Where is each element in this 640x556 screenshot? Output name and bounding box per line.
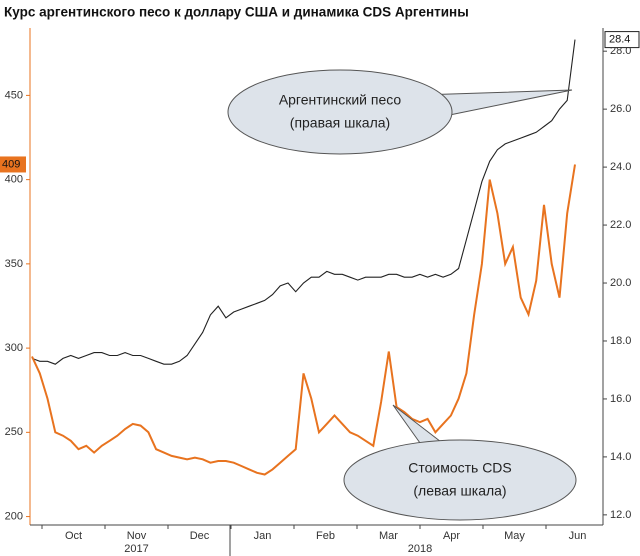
y2-tick-label: 18.0 <box>610 335 631 347</box>
annotation-text: (правая шкала) <box>290 115 390 131</box>
x-tick-label: Jun <box>569 530 587 542</box>
y2-tick-label: 12.0 <box>610 509 631 521</box>
x-tick-label: May <box>504 530 525 542</box>
callout-bubble <box>227 69 453 155</box>
x-tick-label: Mar <box>379 530 398 542</box>
series-line <box>31 164 576 476</box>
x-tick-label: Apr <box>443 530 460 542</box>
year-label: 2018 <box>408 543 432 555</box>
y2-tick-label: 20.0 <box>610 277 631 289</box>
annotation-text: Стоимость CDS <box>408 460 512 476</box>
last-value-label: 409 <box>2 158 20 170</box>
series-line <box>31 39 576 365</box>
y2-tick-label: 22.0 <box>610 219 631 231</box>
y-tick-label: 250 <box>5 426 23 438</box>
x-tick-label: Jan <box>254 530 272 542</box>
y2-tick-label: 24.0 <box>610 161 631 173</box>
x-tick-label: Dec <box>190 530 210 542</box>
chart-title: Курс аргентинского песо к доллару США и … <box>4 5 469 20</box>
annotation-text: Аргентинский песо <box>279 92 402 108</box>
y2-tick-label: 14.0 <box>610 451 631 463</box>
y-tick-label: 400 <box>5 174 23 186</box>
last-value-tag <box>0 156 26 173</box>
annotation-price: Аргентинский песо (правая шкала) <box>227 69 573 155</box>
y-tick-label: 450 <box>5 89 23 101</box>
year-label: 2017 <box>124 543 148 555</box>
last-value-label: 28.4 <box>609 33 630 45</box>
y-tick-label: 200 <box>5 510 23 522</box>
annotation-cds: Стоимость CDS (левая шкала) <box>343 404 577 521</box>
callout-bubble <box>343 439 577 521</box>
annotation-text: (левая шкала) <box>413 483 506 499</box>
y2-tick-label: 26.0 <box>610 103 631 115</box>
x-tick-label: Oct <box>65 530 82 542</box>
y-tick-label: 350 <box>5 258 23 270</box>
x-tick-label: Feb <box>316 530 335 542</box>
last-value-tag <box>604 31 640 49</box>
x-tick-label: Nov <box>127 530 147 542</box>
y-tick-label: 300 <box>5 342 23 354</box>
y2-tick-label: 16.0 <box>610 393 631 405</box>
